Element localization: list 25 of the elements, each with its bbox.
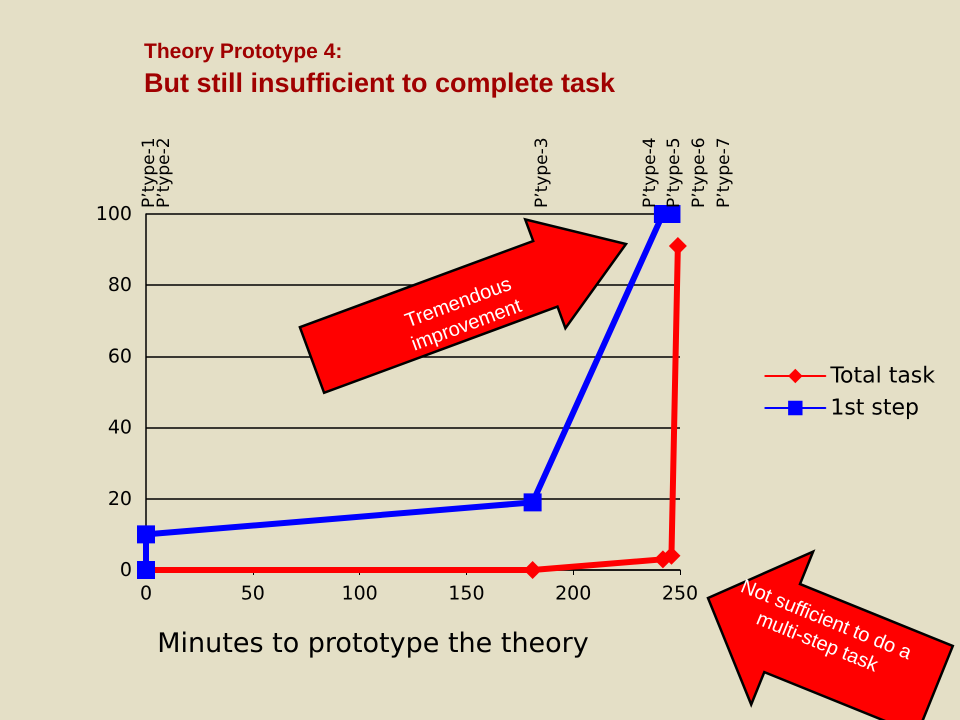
x-tick-label: 150 bbox=[448, 582, 485, 604]
point bbox=[137, 525, 155, 544]
text: P’type-4 bbox=[640, 137, 660, 208]
text: P’type-5 bbox=[664, 137, 684, 208]
y-tick-label: 40 bbox=[108, 416, 132, 439]
y-tick-label: 20 bbox=[108, 488, 132, 510]
y-tick-label: 100 bbox=[96, 203, 132, 225]
chart-subtitle: But still insufficient to complete task bbox=[144, 68, 616, 99]
y-tick-label: 0 bbox=[120, 559, 132, 581]
text: P’type-3 bbox=[532, 137, 552, 208]
x-axis-title: Minutes to prototype the theory bbox=[157, 628, 589, 659]
text: P’type-1 bbox=[139, 137, 159, 208]
y-tick-label: 60 bbox=[108, 345, 132, 368]
x-tick-label: 250 bbox=[662, 582, 698, 604]
legend-label: Total task bbox=[829, 364, 936, 388]
x-tick-label: 0 bbox=[140, 582, 152, 604]
x-tick-label: 100 bbox=[341, 582, 378, 604]
chart-title: Theory Prototype 4: bbox=[144, 40, 342, 64]
point bbox=[524, 493, 542, 512]
text: P’type-7 bbox=[714, 137, 734, 208]
text: P’type-6 bbox=[689, 137, 709, 208]
x-tick-label: 50 bbox=[240, 582, 265, 604]
legend-label: 1st step bbox=[830, 396, 919, 420]
y-tick-label: 80 bbox=[108, 274, 132, 296]
x-tick-label: 200 bbox=[555, 582, 592, 604]
